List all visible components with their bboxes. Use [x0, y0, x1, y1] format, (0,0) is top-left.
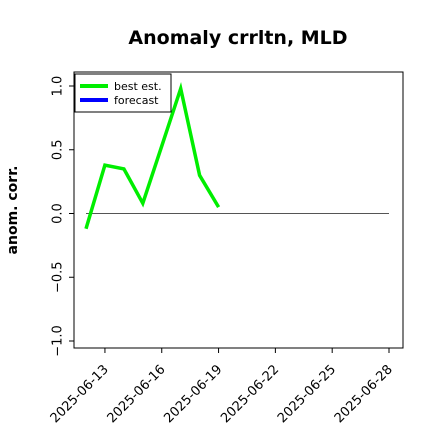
- plot-area: [73, 71, 404, 349]
- x-tick-label: 2025-06-28: [332, 362, 396, 426]
- y-tick-label: 0.0: [51, 203, 66, 224]
- x-tick-label: 2025-06-13: [48, 362, 112, 426]
- y-axis: −1.0 −0.5 0.0 0.5 1.0: [51, 76, 74, 357]
- legend-box: [74, 73, 172, 113]
- chart-title: Anomaly crrltn, MLD: [128, 27, 347, 49]
- x-tick-label: 2025-06-22: [218, 362, 282, 426]
- series-layer: [84, 81, 221, 230]
- x-tick-label: 2025-06-16: [105, 362, 169, 426]
- y-tick-label: 0.5: [51, 139, 66, 160]
- legend-label: best est.: [114, 80, 162, 93]
- series-line-0: [84, 81, 221, 230]
- x-tick-label: 2025-06-25: [275, 362, 339, 426]
- x-axis: 2025-06-132025-06-162025-06-192025-06-22…: [48, 348, 396, 426]
- legend: best est.forecast: [74, 73, 172, 113]
- x-tick-label: 2025-06-19: [161, 362, 225, 426]
- y-tick-label: 1.0: [51, 76, 66, 97]
- y-tick-label: −1.0: [51, 325, 66, 357]
- legend-label: forecast: [114, 94, 159, 107]
- y-tick-label: −0.5: [51, 261, 66, 293]
- y-axis-label: anom. corr.: [5, 166, 21, 255]
